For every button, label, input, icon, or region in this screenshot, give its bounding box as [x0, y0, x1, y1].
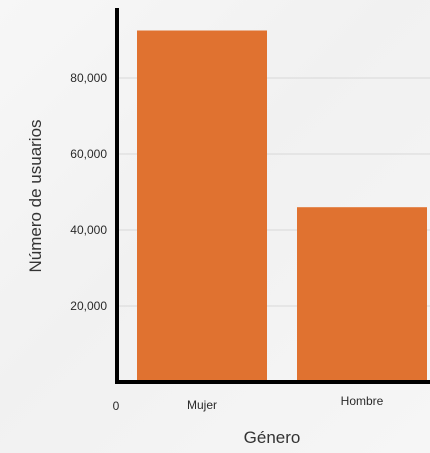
x-tick-label-hombre: Hombre	[341, 394, 384, 408]
y-tick-labels: 20,000 40,000 60,000 80,000	[70, 71, 107, 313]
axes	[115, 8, 430, 384]
bar-hombre	[297, 207, 427, 382]
x-tick-labels: Mujer Hombre	[187, 394, 384, 412]
x-axis-title: Género	[244, 428, 301, 447]
bar-mujer	[137, 30, 267, 382]
origin-label: 0	[113, 399, 120, 413]
y-tick-label: 80,000	[70, 71, 107, 85]
y-tick-label: 20,000	[70, 299, 107, 313]
x-tick-label-mujer: Mujer	[187, 398, 217, 412]
y-tick-label: 40,000	[70, 223, 107, 237]
y-axis-title: Número de usuarios	[26, 119, 45, 272]
bars	[137, 30, 427, 382]
y-tick-label: 60,000	[70, 147, 107, 161]
